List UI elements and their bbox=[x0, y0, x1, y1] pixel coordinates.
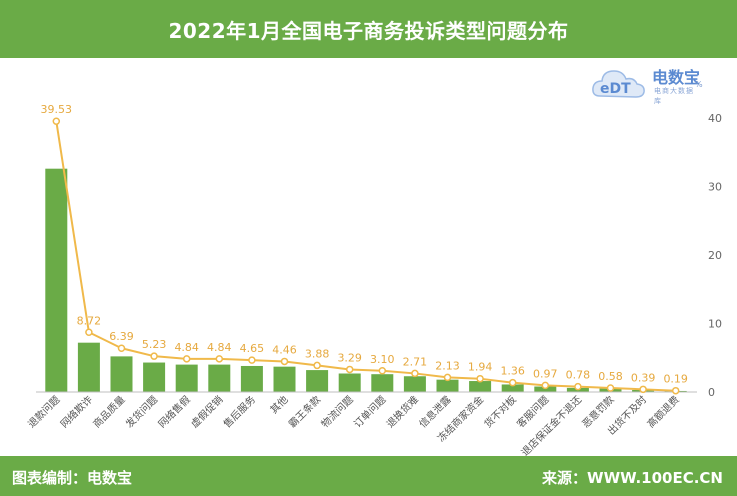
logo-mark: eDT bbox=[600, 81, 631, 97]
line-point-15 bbox=[541, 381, 550, 390]
y-axis: 0 10 20 30 40 bbox=[708, 112, 722, 399]
line-point-19 bbox=[671, 386, 680, 395]
data-label-6: 4.65 bbox=[240, 342, 265, 355]
line-point-12 bbox=[443, 373, 452, 382]
line-point-17 bbox=[606, 384, 615, 392]
bar-0 bbox=[45, 168, 68, 392]
bar-5 bbox=[208, 364, 231, 392]
cloud-logo-icon: eDT bbox=[592, 70, 645, 98]
x-tick-label-4: 网络售假 bbox=[155, 393, 192, 430]
data-label-19: 0.19 bbox=[663, 373, 688, 386]
x-tick-label-1: 网络欺诈 bbox=[58, 393, 95, 430]
line-point-0 bbox=[52, 117, 61, 125]
bar-2 bbox=[110, 356, 133, 392]
data-label-12: 2.13 bbox=[435, 359, 460, 372]
y-tick-label: 0 bbox=[708, 386, 715, 399]
line-point-11 bbox=[411, 369, 419, 378]
bar-14 bbox=[501, 384, 524, 392]
pareto-chart: 0 10 20 30 40 39.53 8.72 6.39 5.23 4.84 4.84 4.65 4… bbox=[25, 103, 722, 456]
line-point-1 bbox=[85, 328, 93, 337]
data-label-15: 0.97 bbox=[533, 367, 558, 380]
bar-15 bbox=[534, 386, 557, 392]
data-label-8: 3.88 bbox=[305, 347, 330, 360]
x-tick-label-3: 发货问题 bbox=[123, 393, 160, 430]
y-tick-label: 40 bbox=[708, 112, 722, 125]
y-tick-label: 30 bbox=[708, 181, 722, 194]
bar-13 bbox=[469, 381, 492, 392]
data-label-10: 3.10 bbox=[370, 353, 395, 366]
line-point-4 bbox=[182, 355, 191, 363]
bar-3 bbox=[143, 362, 166, 392]
line-point-18 bbox=[639, 385, 647, 394]
line-point-2 bbox=[117, 344, 126, 352]
line-point-7 bbox=[280, 357, 289, 366]
x-tick-label-19: 高额退费 bbox=[644, 393, 681, 430]
line-point-10 bbox=[378, 367, 387, 375]
percent-icon: % bbox=[695, 80, 703, 89]
x-tick-label-14: 货不对板 bbox=[481, 393, 518, 430]
x-tick-label-0: 退款问题 bbox=[25, 393, 62, 430]
bar-11 bbox=[403, 376, 426, 392]
x-tick-label-8: 霸王条款 bbox=[286, 393, 323, 430]
bar-10 bbox=[371, 374, 394, 392]
data-label-4: 4.84 bbox=[174, 341, 199, 354]
bar-8 bbox=[306, 370, 329, 392]
data-label-16: 0.78 bbox=[566, 369, 591, 382]
x-tick-label-10: 订单问题 bbox=[351, 393, 388, 430]
line-point-9 bbox=[345, 365, 354, 374]
logo-subtitle: 电商大数据库 bbox=[654, 87, 694, 105]
x-tick-label-2: 商品质量 bbox=[90, 393, 127, 430]
x-tick-label-5: 虚假促销 bbox=[188, 393, 225, 430]
data-label-2: 6.39 bbox=[109, 330, 134, 343]
data-label-13: 1.94 bbox=[468, 361, 493, 374]
data-label-11: 2.71 bbox=[403, 355, 428, 368]
line-point-8 bbox=[313, 361, 321, 370]
footer-credit: 图表编制：电数宝 bbox=[12, 469, 133, 487]
data-label-3: 5.23 bbox=[142, 338, 167, 351]
footer-source: 来源：WWW.100EC.CN bbox=[542, 469, 723, 487]
bar-series bbox=[45, 168, 687, 392]
x-tick-label-11: 退换货难 bbox=[384, 393, 421, 430]
x-tick-label-7: 其他 bbox=[267, 393, 290, 416]
bar-12 bbox=[436, 379, 459, 392]
line-point-14 bbox=[508, 378, 517, 387]
bar-4 bbox=[175, 364, 198, 392]
data-label-5: 4.84 bbox=[207, 341, 232, 354]
data-label-14: 1.36 bbox=[500, 365, 525, 378]
line-point-6 bbox=[248, 356, 256, 364]
bar-7 bbox=[273, 366, 296, 392]
line-point-5 bbox=[215, 355, 224, 363]
data-label-1: 8.72 bbox=[77, 314, 102, 327]
bar-1 bbox=[77, 342, 100, 392]
x-tick-label-6: 售后服务 bbox=[221, 393, 258, 430]
chart-title: 2022年1月全国电子商务投诉类型问题分布 bbox=[0, 0, 737, 58]
line-point-16 bbox=[574, 382, 582, 391]
line-series: 39.53 8.72 6.39 5.23 4.84 4.84 4.65 4.46 3.88 3.2… bbox=[41, 103, 688, 395]
line-point-3 bbox=[150, 352, 158, 360]
data-label-17: 0.58 bbox=[598, 370, 623, 383]
data-label-0: 39.53 bbox=[41, 103, 73, 116]
line-point-13 bbox=[476, 374, 484, 383]
data-label-18: 0.39 bbox=[631, 371, 656, 384]
bar-9 bbox=[338, 373, 361, 392]
data-label-7: 4.46 bbox=[272, 343, 297, 356]
footer: 图表编制：电数宝 来源：WWW.100EC.CN bbox=[0, 456, 737, 496]
logo: eDT 电数宝 电商大数据库 % bbox=[590, 62, 703, 105]
logo-brand: 电数宝 bbox=[652, 68, 701, 87]
bar-6 bbox=[240, 365, 263, 392]
data-label-9: 3.29 bbox=[337, 351, 362, 364]
y-tick-label: 10 bbox=[708, 318, 722, 331]
y-tick-label: 20 bbox=[708, 249, 722, 262]
x-tick-label-9: 物流问题 bbox=[318, 393, 355, 430]
cumulative-line bbox=[55, 121, 676, 392]
